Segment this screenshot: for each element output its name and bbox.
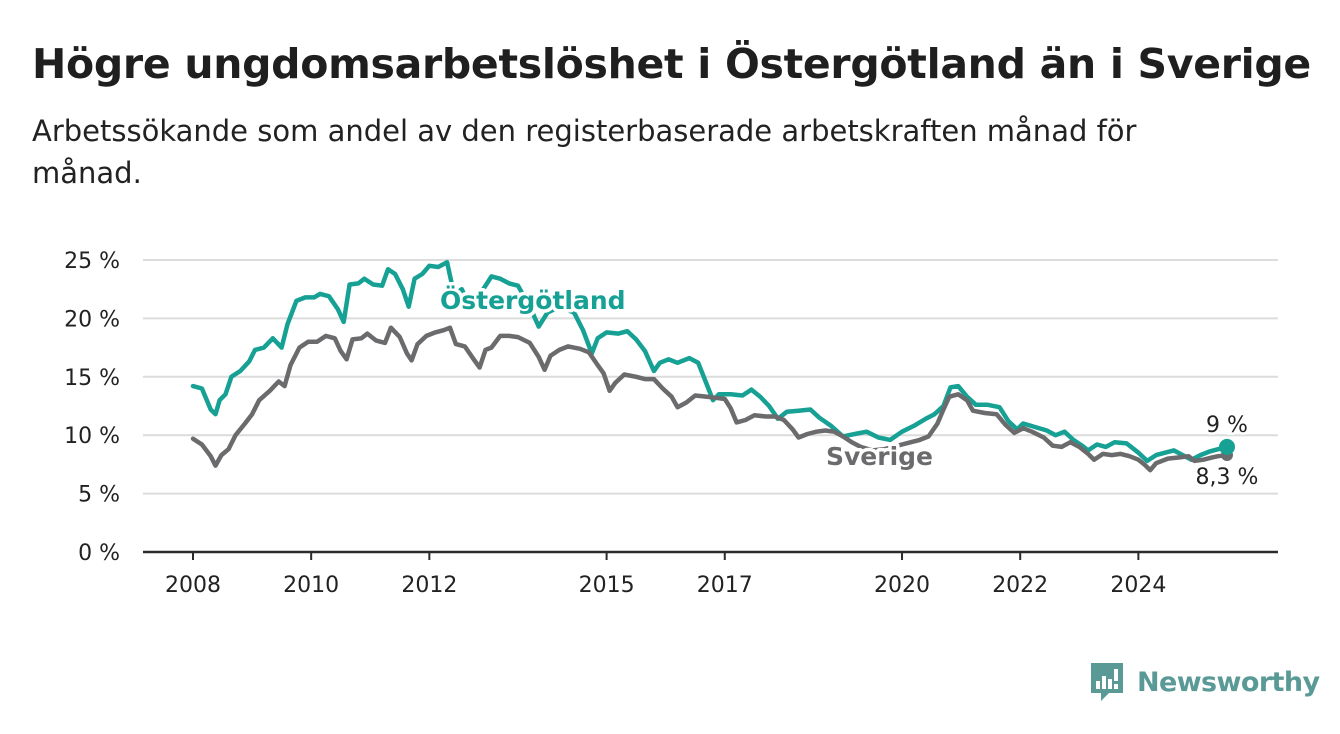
y-tick-label: 0 %: [78, 541, 120, 566]
y-tick-label: 15 %: [64, 366, 120, 391]
y-axis-ticks: 0 % 5 % 10 % 15 % 20 % 25 %: [64, 249, 120, 566]
series-line-sverige: [190, 325, 1230, 473]
x-tick-label: 2020: [874, 573, 930, 598]
chart-subtitle: Arbetssökande som andel av den registerb…: [32, 114, 1137, 190]
brand-name: Newsworthy: [1137, 666, 1320, 698]
series-lines: [190, 260, 1235, 473]
series-label-sverige: Sverige: [826, 442, 933, 471]
x-axis: 2008 2010 2012 2015 2017 2020 2022 2024: [143, 550, 1278, 598]
y-tick-label: 5 %: [78, 483, 120, 508]
y-tick-label: 25 %: [64, 249, 120, 274]
series-line-ostergotland: [190, 260, 1230, 464]
x-tick-label: 2008: [165, 573, 221, 598]
x-tick-label: 2024: [1110, 573, 1166, 598]
x-tick-label: 2022: [992, 573, 1048, 598]
line-chart: 0 %5 %10 %15 %20 %25 % 2008 2010 2012 2015 2…: [64, 249, 1278, 598]
x-tick-label: 2010: [283, 573, 339, 598]
y-tick-label: 10 %: [64, 424, 120, 449]
chart-title: Högre ungdomsarbetslöshet i Östergötland…: [32, 40, 1311, 88]
x-tick-label: 2017: [697, 573, 753, 598]
y-tick-label: 20 %: [64, 307, 120, 332]
end-label-sverige: 8,3 %: [1196, 465, 1259, 490]
gridlines: [143, 259, 1278, 495]
series-label-ostergotland: Östergötland: [440, 285, 626, 315]
end-point-ostergotland: [1219, 438, 1235, 455]
end-label-ostergotland: 9 %: [1206, 413, 1248, 438]
newsworthy-logo: Newsworthy: [1089, 660, 1320, 704]
x-tick-label: 2015: [579, 573, 635, 598]
newsworthy-chart-icon: [1091, 663, 1123, 701]
series-labels: Östergötland Sverige 9 % 8,3 %: [437, 282, 1261, 493]
x-tick-label: 2012: [401, 573, 457, 598]
